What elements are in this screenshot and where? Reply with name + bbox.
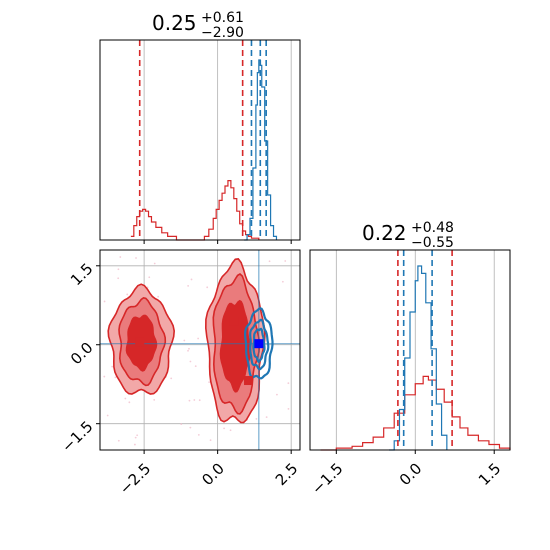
bl-sample-point (206, 286, 209, 289)
bl-xtick-label-0: −2.5 (116, 460, 154, 498)
bl-sample-point (287, 382, 290, 385)
bl-sample-point (170, 377, 173, 380)
bl-sample-point (183, 339, 186, 342)
bl-sample-point (209, 439, 212, 442)
bl-sample-point (189, 426, 192, 429)
bl-sample-point (157, 295, 160, 298)
bl-sample-point (153, 262, 156, 265)
bl-sample-point (255, 417, 258, 420)
bl-xtick-label-1: 0.0 (198, 460, 228, 490)
bl-sample-point (190, 278, 193, 281)
br-title-plus: +0.48 (411, 220, 454, 236)
bl-contour-1-level-2 (219, 299, 252, 393)
bl-contour-2-level-1 (249, 318, 270, 371)
bl-sample-point (188, 399, 191, 402)
tl-title-minus: −2.90 (201, 25, 244, 41)
bl-sample-point (281, 280, 284, 283)
bl-sample-point (148, 276, 151, 279)
bl-sample-point (124, 397, 127, 400)
bl-sample-point (103, 375, 106, 378)
br-xtick-label-2: 1.5 (475, 460, 505, 490)
bl-square-marker-3 (254, 339, 264, 349)
bl-sample-point (119, 256, 122, 258)
bl-square-marker-0 (135, 337, 145, 347)
bl-contour-2-level-2 (252, 327, 266, 364)
bl-sample-point (106, 414, 109, 417)
bl-sample-point (197, 337, 200, 340)
bl-sample-point (194, 365, 197, 368)
bl-sample-point (197, 433, 200, 436)
br-xtick-label-1: 0.0 (396, 460, 426, 490)
tl-axes-frame (99, 39, 301, 241)
bl-sample-point (189, 360, 192, 363)
bl-xtick-label-2: 2.5 (272, 460, 302, 490)
bl-sample-point (193, 399, 196, 401)
br-histogram-series-1 (388, 265, 448, 451)
bl-sample-point (188, 347, 190, 350)
bl-ytick-label-0: −1.5 (58, 417, 96, 455)
br-title-value: 0.22 (362, 221, 407, 245)
bl-sample-point (287, 407, 290, 410)
bl-sample-point (117, 439, 120, 442)
tl-title-plus: +0.61 (201, 10, 244, 26)
bl-sample-point (187, 349, 189, 352)
bl-axes-frame (99, 249, 301, 451)
br-histogram-series-0 (320, 375, 511, 451)
tl-title-value: 0.25 (152, 11, 197, 35)
br-axes-frame (309, 249, 511, 451)
bl-sample-point (229, 429, 232, 432)
bl-sample-point (114, 376, 117, 379)
bl-sample-point (133, 443, 136, 446)
bl-sample-point (135, 257, 137, 259)
bl-sample-point (276, 393, 278, 396)
bl-sample-point (284, 260, 287, 262)
bl-ytick-label-1: 0.0 (67, 339, 97, 369)
bl-sample-point (187, 284, 190, 287)
bl-sample-point (136, 434, 139, 437)
bl-contour-2-level-0 (243, 307, 274, 380)
bl-sample-point (153, 398, 156, 401)
bl-sample-point (198, 399, 201, 402)
bl-square-marker-1 (229, 316, 239, 326)
bl-sample-point (180, 423, 183, 425)
tl-histogram-series-0 (130, 180, 260, 241)
bl-sample-point (268, 260, 271, 263)
br-xtick-label-0: −1.5 (308, 460, 346, 498)
bl-sample-point (265, 416, 268, 419)
bl-sample-point (128, 401, 131, 404)
bl-square-marker-2 (244, 376, 254, 386)
bl-sample-point (117, 268, 120, 271)
bl-sample-point (126, 293, 129, 296)
bl-sample-point (111, 365, 114, 368)
bl-sample-point (208, 381, 211, 384)
bl-ytick-label-2: 1.5 (67, 260, 97, 290)
bl-sample-point (103, 300, 106, 303)
bl-sample-point (223, 427, 225, 430)
br-title-minus: −0.55 (411, 235, 454, 251)
bl-sample-point (134, 436, 137, 439)
bl-sample-point (117, 277, 120, 280)
